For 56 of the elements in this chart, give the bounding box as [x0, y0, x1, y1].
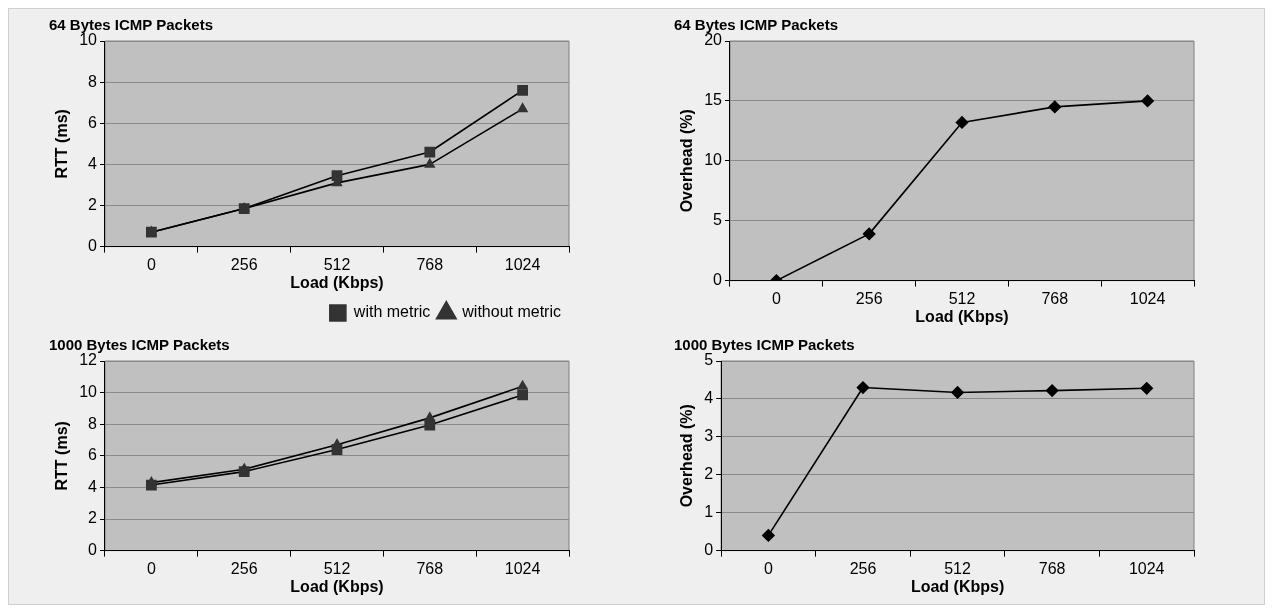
x-tick-label: 256 — [230, 255, 258, 273]
y-tick-label: 2 — [88, 195, 98, 213]
y-tick-label: 2 — [88, 509, 98, 527]
y-tick-label: 0 — [704, 541, 714, 559]
y-tick-label: 10 — [79, 383, 98, 401]
y-tick-label: 4 — [704, 389, 714, 407]
y-axis-title: RTT (ms) — [53, 421, 71, 491]
y-tick-label: 0 — [88, 237, 98, 255]
x-axis-title: Load (Kbps) — [915, 307, 1009, 325]
y-tick-label: 6 — [88, 113, 98, 131]
x-tick-label: 256 — [849, 559, 877, 577]
y-axis-title: RTT (ms) — [53, 109, 71, 179]
x-tick-label: 512 — [323, 255, 351, 273]
x-tick-label: 1024 — [504, 559, 541, 577]
y-tick-label: 5 — [713, 211, 723, 229]
x-tick-label: 256 — [855, 289, 883, 307]
y-tick-label: 1 — [704, 503, 714, 521]
legend-label: with metric — [352, 303, 431, 321]
x-tick-label: 768 — [1038, 559, 1066, 577]
y-tick-label: 3 — [704, 427, 714, 445]
y-tick-label: 6 — [88, 446, 98, 464]
y-tick-label: 12 — [79, 351, 98, 369]
x-tick-label: 1024 — [1129, 289, 1166, 307]
x-tick-label: 0 — [146, 559, 156, 577]
x-tick-label: 1024 — [504, 255, 541, 273]
x-axis-title: Load (Kbps) — [290, 273, 384, 291]
x-tick-label: 512 — [944, 559, 971, 577]
y-axis-title: Overhead (%) — [678, 404, 696, 508]
y-tick-label: 4 — [88, 477, 98, 495]
chart-title: 64 Bytes ICMP Packets — [674, 16, 838, 34]
y-tick-label: 5 — [704, 351, 714, 369]
y-tick-label: 10 — [704, 151, 723, 169]
y-tick-label: 15 — [704, 91, 723, 109]
x-tick-label: 0 — [763, 559, 773, 577]
x-tick-label: 256 — [230, 559, 258, 577]
x-tick-label: 512 — [323, 559, 351, 577]
x-tick-label: 768 — [416, 255, 444, 273]
y-axis-title: Overhead (%) — [678, 109, 696, 213]
x-tick-label: 512 — [948, 289, 976, 307]
legend-label: without metric — [461, 303, 562, 321]
y-tick-label: 4 — [88, 154, 98, 172]
x-axis-title: Load (Kbps) — [290, 577, 384, 595]
x-tick-label: 0 — [146, 255, 156, 273]
y-tick-label: 2 — [704, 465, 714, 483]
y-tick-label: 0 — [713, 271, 723, 289]
chart-title: 1000 Bytes ICMP Packets — [674, 336, 855, 354]
chart-title: 64 Bytes ICMP Packets — [49, 16, 213, 34]
x-tick-label: 768 — [416, 559, 444, 577]
chart-title: 1000 Bytes ICMP Packets — [49, 336, 230, 354]
x-tick-label: 1024 — [1128, 559, 1165, 577]
x-axis-title: Load (Kbps) — [910, 577, 1005, 595]
x-tick-label: 0 — [771, 289, 781, 307]
x-tick-label: 768 — [1041, 289, 1069, 307]
y-tick-label: 0 — [88, 541, 98, 559]
y-tick-label: 8 — [88, 72, 98, 90]
y-tick-label: 8 — [88, 414, 98, 432]
